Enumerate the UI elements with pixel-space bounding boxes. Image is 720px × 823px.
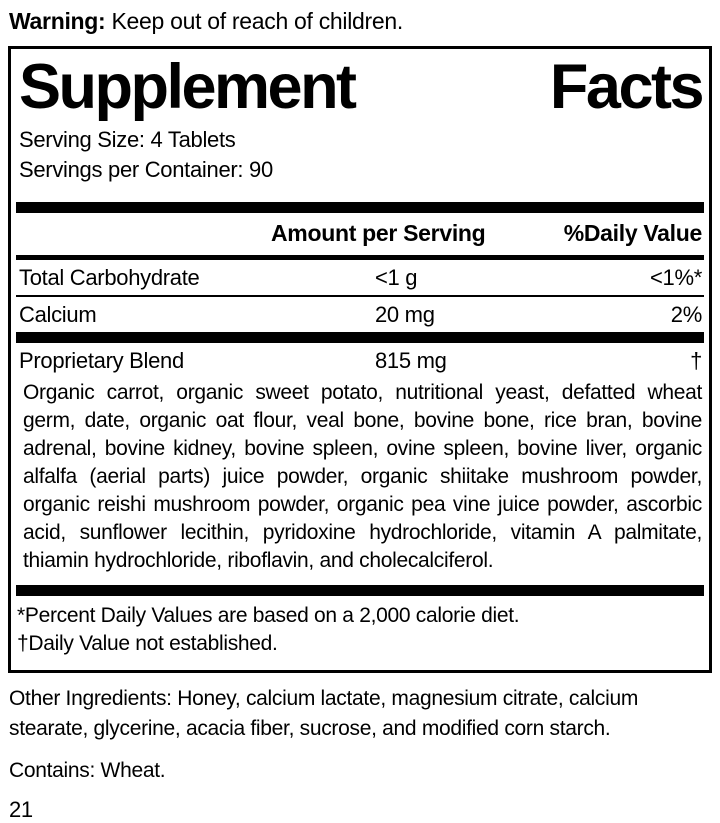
nutrient-name: Total Carbohydrate: [19, 265, 200, 290]
nutrient-amount: 20 mg: [375, 302, 435, 327]
divider-thick-above-blend: [16, 332, 704, 343]
panel-title-word-supplement: Supplement: [19, 52, 357, 122]
nutrient-amount: 815 mg: [375, 348, 447, 373]
divider-thick-above-footnotes: [16, 585, 704, 596]
panel-title: Supplement Facts: [19, 52, 705, 122]
warning-body: Keep out of reach of children.: [105, 8, 403, 34]
page-number: 21: [9, 797, 33, 822]
table-header-row: Amount per Serving %Daily Value: [16, 213, 704, 255]
divider-medium-under-header: [16, 255, 704, 260]
table-row-total-carbohydrate: Total Carbohydrate <1 g <1%*: [16, 260, 704, 295]
other-ingredients: Other Ingredients: Honey, calcium lactat…: [9, 687, 639, 740]
nutrient-amount: <1 g: [375, 265, 418, 290]
footnote-percent-daily-values: *Percent Daily Values are based on a 2,0…: [17, 604, 520, 627]
footnote-daily-value-not-established: †Daily Value not established.: [17, 632, 278, 655]
proprietary-blend-ingredients: Organic carrot, organic sweet potato, nu…: [23, 381, 702, 572]
serving-size: Serving Size: 4 Tablets: [19, 127, 236, 152]
nutrient-daily-value: †: [690, 348, 702, 373]
supplement-facts-panel: Supplement Facts Serving Size: 4 Tablets…: [8, 46, 712, 673]
nutrient-daily-value: <1%*: [649, 265, 702, 290]
table-row-calcium: Calcium 20 mg 2%: [16, 297, 704, 332]
panel-title-word-facts: Facts: [549, 52, 705, 122]
allergen-contains: Contains: Wheat.: [9, 759, 166, 782]
daily-value-header: %Daily Value: [563, 220, 703, 246]
warning-text: Warning: Keep out of reach of children.: [9, 7, 711, 35]
footnotes: *Percent Daily Values are based on a 2,0…: [16, 596, 704, 664]
warning-label: Warning:: [9, 8, 106, 34]
servings-per-container: Servings per Container: 90: [19, 157, 273, 182]
divider-thick-top: [16, 202, 704, 213]
table-row-proprietary-blend: Proprietary Blend 815 mg †: [16, 343, 704, 378]
nutrient-daily-value: 2%: [670, 302, 703, 327]
nutrient-name: Proprietary Blend: [19, 348, 184, 373]
divider-thin-row: [16, 295, 704, 297]
nutrient-name: Calcium: [19, 302, 97, 327]
amount-per-serving-header: Amount per Serving: [271, 220, 486, 246]
